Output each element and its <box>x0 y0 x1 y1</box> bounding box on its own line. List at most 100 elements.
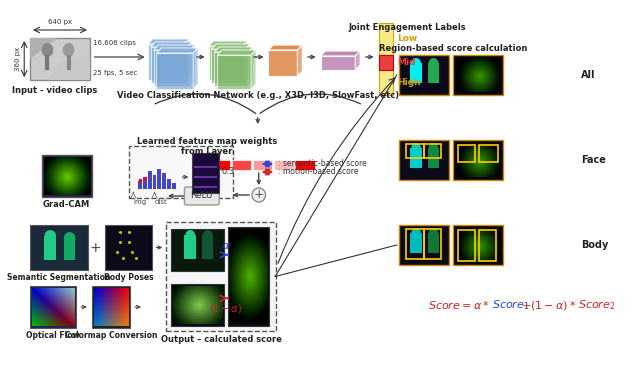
Ellipse shape <box>429 58 438 68</box>
Text: Body: Body <box>581 240 609 250</box>
Polygon shape <box>251 50 256 89</box>
Bar <box>172 183 176 189</box>
Text: dist: dist <box>154 199 167 205</box>
Bar <box>410 148 422 168</box>
Polygon shape <box>30 38 57 59</box>
FancyBboxPatch shape <box>452 225 503 265</box>
Ellipse shape <box>412 58 421 68</box>
FancyBboxPatch shape <box>452 140 503 180</box>
Text: High: High <box>397 78 420 87</box>
Bar <box>143 177 147 189</box>
FancyBboxPatch shape <box>253 160 272 170</box>
Text: 0.3: 0.3 <box>221 168 234 177</box>
Text: Face: Face <box>581 155 606 165</box>
FancyBboxPatch shape <box>399 225 449 265</box>
Polygon shape <box>209 46 243 80</box>
Polygon shape <box>245 44 250 83</box>
Bar <box>428 63 439 83</box>
Text: Semantic Segmentation: Semantic Segmentation <box>7 273 111 282</box>
Bar <box>202 235 213 259</box>
Text: Input - video clips: Input - video clips <box>13 86 98 95</box>
Polygon shape <box>150 42 192 47</box>
Ellipse shape <box>63 43 74 57</box>
Polygon shape <box>243 41 247 80</box>
FancyBboxPatch shape <box>171 229 224 271</box>
Bar <box>138 181 142 189</box>
FancyBboxPatch shape <box>228 227 269 326</box>
Text: Mid: Mid <box>397 58 415 67</box>
Bar <box>167 179 171 189</box>
Text: $+ (1-\alpha) * $: $+ (1-\alpha) * $ <box>522 299 577 311</box>
FancyBboxPatch shape <box>452 55 503 95</box>
Ellipse shape <box>42 43 53 57</box>
Text: +: + <box>90 241 102 254</box>
FancyBboxPatch shape <box>274 160 294 170</box>
Text: : motion-based score: : motion-based score <box>278 168 358 177</box>
Text: Output – calculated score: Output – calculated score <box>161 335 282 344</box>
Text: Low: Low <box>397 34 417 43</box>
Text: 16,606 clips: 16,606 clips <box>93 40 136 46</box>
FancyBboxPatch shape <box>399 55 449 95</box>
Polygon shape <box>217 55 251 89</box>
Text: 25 fps, 5 sec: 25 fps, 5 sec <box>93 70 137 76</box>
FancyBboxPatch shape <box>92 286 131 328</box>
Polygon shape <box>214 52 248 86</box>
FancyBboxPatch shape <box>232 160 251 170</box>
Text: Body Poses: Body Poses <box>104 273 153 282</box>
FancyBboxPatch shape <box>106 225 152 270</box>
FancyBboxPatch shape <box>166 222 276 331</box>
Text: $Score_2$: $Score_2$ <box>578 298 616 312</box>
FancyBboxPatch shape <box>30 286 76 328</box>
Text: img: img <box>133 199 147 205</box>
Bar <box>152 175 156 189</box>
FancyBboxPatch shape <box>171 284 224 326</box>
Polygon shape <box>355 51 360 70</box>
Text: ReLU: ReLU <box>191 192 213 200</box>
Polygon shape <box>298 45 302 76</box>
Text: $Score = \alpha * $: $Score = \alpha * $ <box>428 299 490 311</box>
Polygon shape <box>321 56 355 70</box>
Ellipse shape <box>203 230 212 240</box>
FancyBboxPatch shape <box>380 70 393 95</box>
FancyBboxPatch shape <box>296 160 315 170</box>
Bar <box>410 233 422 253</box>
Polygon shape <box>209 41 247 46</box>
Bar <box>184 235 196 259</box>
Ellipse shape <box>64 232 76 244</box>
Bar <box>428 148 439 168</box>
Text: $(1-\alpha)$: $(1-\alpha)$ <box>209 302 243 315</box>
FancyBboxPatch shape <box>184 187 219 205</box>
Bar <box>157 169 161 189</box>
FancyBboxPatch shape <box>380 55 393 70</box>
Polygon shape <box>190 45 195 86</box>
Polygon shape <box>217 50 256 55</box>
Text: 640 px: 640 px <box>48 19 72 25</box>
Ellipse shape <box>45 230 56 242</box>
FancyBboxPatch shape <box>211 160 230 170</box>
Polygon shape <box>156 53 193 89</box>
Text: 360 px: 360 px <box>15 47 21 71</box>
Ellipse shape <box>429 228 438 238</box>
Text: $\alpha$: $\alpha$ <box>222 241 230 251</box>
Polygon shape <box>154 45 195 50</box>
FancyBboxPatch shape <box>399 140 449 180</box>
Polygon shape <box>268 50 298 76</box>
Text: Video Classification Network (e.g., X3D, I3D, SlowFast, etc): Video Classification Network (e.g., X3D,… <box>116 91 399 100</box>
Text: : semantic-based score: : semantic-based score <box>278 160 367 169</box>
Polygon shape <box>268 45 302 50</box>
FancyBboxPatch shape <box>192 153 219 193</box>
Bar <box>64 238 76 260</box>
Polygon shape <box>184 39 189 80</box>
Polygon shape <box>193 48 198 89</box>
Circle shape <box>252 188 266 202</box>
FancyBboxPatch shape <box>30 225 88 270</box>
FancyBboxPatch shape <box>42 155 92 197</box>
Polygon shape <box>211 49 245 83</box>
Ellipse shape <box>186 230 195 240</box>
Ellipse shape <box>412 143 421 153</box>
Text: All: All <box>581 70 596 80</box>
Polygon shape <box>248 47 253 86</box>
Text: Colormap Conversion: Colormap Conversion <box>65 331 157 340</box>
Polygon shape <box>148 44 184 80</box>
Text: Learned feature map weights
from Layerᵢ: Learned feature map weights from Layerᵢ <box>138 137 278 156</box>
